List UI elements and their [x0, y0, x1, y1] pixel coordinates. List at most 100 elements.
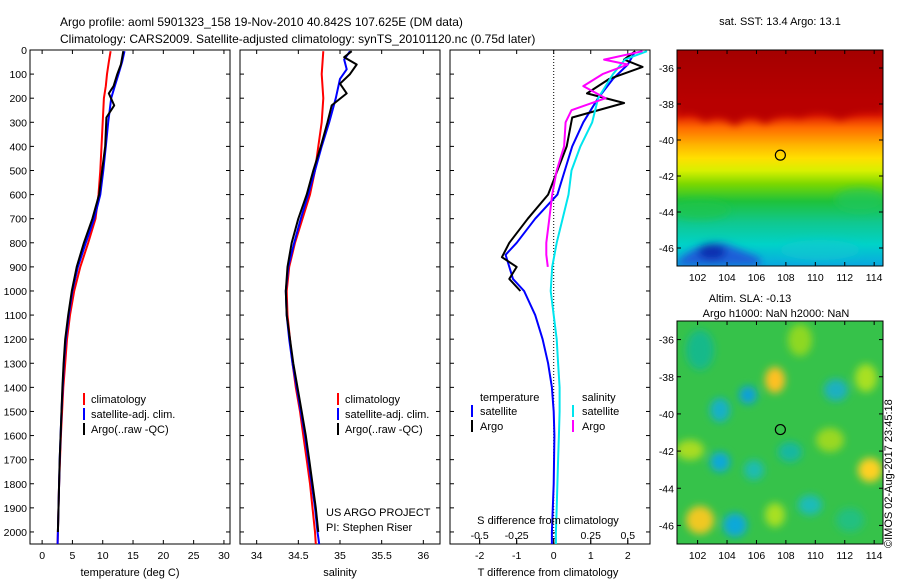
- top-axis-tick-label: 0.5: [620, 530, 635, 542]
- x-tick-label: -2: [475, 550, 484, 562]
- series-line-argo-raw-qc: [284, 50, 358, 533]
- series-line-temperature-argo: [500, 50, 644, 292]
- legend-title-salinity: salinity: [582, 392, 616, 404]
- legend-label-climatology: climatology: [91, 394, 147, 406]
- legend-label-temperature-argo: Argo: [480, 421, 503, 433]
- map-x-tick-label: 112: [836, 272, 853, 284]
- sla-map-title-2: Argo h1000: NaN h2000: NaN: [703, 308, 850, 320]
- salinity-xlabel: salinity: [323, 567, 357, 579]
- map-x-tick-label: 106: [748, 272, 766, 284]
- y-tick-label: 300: [9, 117, 27, 129]
- y-tick-label: 200: [9, 93, 27, 105]
- imos-watermark: ©IMOS 02-Aug-2017 23:45:18: [883, 399, 895, 548]
- map-y-tick-label: -44: [659, 207, 674, 219]
- x-tick-label: 25: [188, 550, 200, 562]
- y-tick-label: 800: [9, 238, 27, 250]
- temperature-xlabel: temperature (deg C): [80, 567, 179, 579]
- y-tick-label: 1000: [4, 286, 28, 298]
- legend-label-climatology: climatology: [345, 394, 401, 406]
- map-x-tick-label: 104: [718, 550, 736, 562]
- map-y-tick-label: -46: [659, 520, 674, 532]
- map-y-tick-label: -38: [659, 99, 674, 111]
- y-tick-label: 1800: [4, 479, 28, 491]
- map-x-tick-label: 104: [718, 272, 736, 284]
- x-tick-label: 36: [417, 550, 429, 562]
- legend-label-satellite-adj: satellite-adj. clim.: [345, 409, 429, 421]
- difference-profile-panel: -2 -1 0 1 2 -0.5 -0.25 0 0.25 0.5 T difference fr…: [449, 49, 651, 579]
- map-x-tick-label: 110: [807, 550, 824, 562]
- y-tick-label: 2000: [4, 527, 28, 539]
- project-note-line-1: US ARGO PROJECT: [326, 507, 431, 519]
- map-x-tick-label: 106: [748, 550, 766, 562]
- salinity-legend: climatology satellite-adj. clim. Argo(..…: [337, 393, 429, 436]
- map-y-tick-label: -40: [659, 135, 674, 147]
- x-tick-label: 35.5: [371, 550, 392, 562]
- x-tick-label: 34: [251, 550, 263, 562]
- legend-label-argo: Argo(..raw -QC): [91, 424, 169, 436]
- map-x-tick-label: 114: [866, 272, 883, 284]
- sst-map-panel: sat. SST: 13.4 Argo: 13.1 102 104 106 108 11…: [659, 16, 884, 284]
- temperature-legend: climatology satellite-adj. clim. Argo(..…: [83, 393, 175, 436]
- difference-legend: temperature salinity satellite Argo sate…: [471, 392, 619, 433]
- series-line-satellite-adj-clim: [56, 50, 126, 545]
- sla-map-frame: [676, 320, 884, 545]
- y-tick-label: 900: [9, 262, 27, 274]
- y-tick-label: 1100: [4, 310, 27, 322]
- legend-label-salinity-argo: Argo: [582, 421, 605, 433]
- x-tick-label: 35: [334, 550, 346, 562]
- x-tick-label: 5: [70, 550, 76, 562]
- sst-map-title: sat. SST: 13.4 Argo: 13.1: [719, 16, 841, 28]
- x-tick-label: 20: [157, 550, 169, 562]
- map-x-tick-label: 108: [777, 272, 795, 284]
- temperature-profile-panel: 0 5 10 15 20 25 300100200300400500600700800900…: [4, 45, 231, 579]
- y-tick-label: 1400: [4, 382, 28, 394]
- legend-title-temperature: temperature: [480, 392, 539, 404]
- legend-label-argo: Argo(..raw -QC): [345, 424, 423, 436]
- map-y-tick-label: -42: [659, 171, 674, 183]
- y-tick-label: 1900: [4, 503, 28, 515]
- legend-label-salinity-satellite: satellite: [582, 406, 619, 418]
- series-line-temperature-satellite: [504, 50, 637, 544]
- map-x-tick-label: 102: [689, 272, 707, 284]
- x-tick-label: 1: [588, 550, 594, 562]
- map-y-tick-label: -44: [659, 483, 674, 495]
- y-tick-label: 700: [9, 214, 27, 226]
- map-x-tick-label: 112: [836, 550, 853, 562]
- argo-position-marker: [774, 423, 786, 436]
- y-tick-label: 1300: [4, 358, 28, 370]
- x-tick-label: 30: [218, 550, 230, 562]
- x-tick-label: 0: [39, 550, 45, 562]
- series-line-salinity-argo: [545, 50, 643, 268]
- map-x-tick-label: 114: [866, 550, 883, 562]
- sla-map-panel: Altim. SLA: -0.13 Argo h1000: NaN h2000:…: [659, 293, 884, 562]
- y-tick-label: 1700: [4, 455, 28, 467]
- series-line-salinity-satellite: [549, 50, 648, 544]
- difference-axes-box: [449, 49, 651, 545]
- y-tick-label: 1500: [4, 406, 28, 418]
- y-tick-label: 600: [9, 190, 27, 202]
- x-tick-label: -1: [512, 550, 521, 562]
- map-y-tick-label: -40: [659, 409, 674, 421]
- x-tick-label: 34.5: [288, 550, 309, 562]
- sst-map-frame: [676, 49, 884, 267]
- title-line-2: Climatology: CARS2009. Satellite-adjuste…: [60, 32, 535, 46]
- map-y-tick-label: -38: [659, 372, 674, 384]
- legend-label-temperature-satellite: satellite: [480, 406, 517, 418]
- x-tick-label: 10: [97, 550, 109, 562]
- salinity-axes-box: [239, 49, 441, 545]
- y-tick-label: 1600: [4, 431, 28, 443]
- salinity-profile-panel: 34 34.5 35 35.5 36 salinity climatology sate…: [239, 49, 441, 579]
- series-line-satellite-adj-clim: [284, 50, 351, 545]
- difference-xlabel: T difference from climatology: [478, 567, 619, 579]
- map-y-tick-label: -46: [659, 243, 674, 255]
- temperature-axes-box: [29, 49, 231, 545]
- argo-position-marker: [774, 149, 786, 161]
- title-line-1: Argo profile: aoml 5901323_158 19-Nov-20…: [60, 15, 463, 29]
- y-tick-label: 1200: [4, 334, 28, 346]
- series-line-climatology: [56, 51, 112, 545]
- y-tick-label: 0: [21, 45, 27, 57]
- y-tick-label: 100: [9, 69, 27, 81]
- map-x-tick-label: 108: [777, 550, 795, 562]
- legend-label-satellite-adj: satellite-adj. clim.: [91, 409, 175, 421]
- map-x-tick-label: 102: [689, 550, 707, 562]
